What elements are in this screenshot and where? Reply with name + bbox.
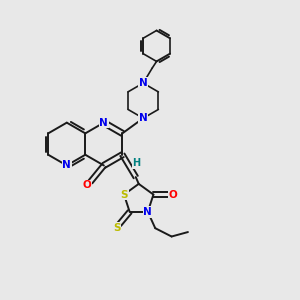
Text: S: S xyxy=(120,190,128,200)
Text: N: N xyxy=(139,113,148,123)
Text: N: N xyxy=(100,118,108,128)
Text: N: N xyxy=(143,207,152,217)
Text: S: S xyxy=(113,223,121,233)
Text: N: N xyxy=(62,160,71,170)
Text: O: O xyxy=(169,190,178,200)
Text: H: H xyxy=(132,158,141,168)
Text: O: O xyxy=(82,180,91,190)
Text: N: N xyxy=(139,78,148,88)
